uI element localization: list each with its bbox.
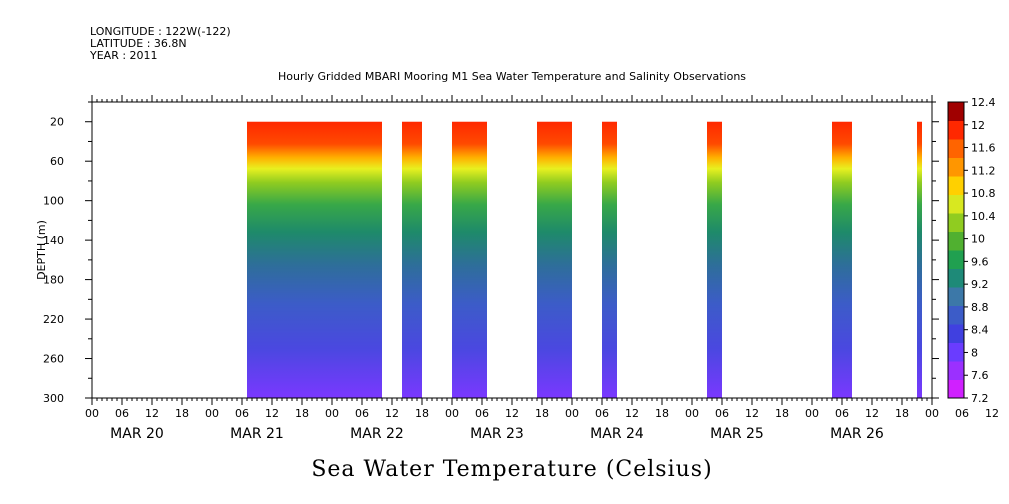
colorbar-label: 7.6	[971, 369, 989, 382]
x-tick-label: 12	[745, 407, 759, 420]
y-tick-label: 140	[43, 234, 64, 247]
y-tick-label: 20	[50, 116, 64, 129]
x-tick-label: 00	[805, 407, 819, 420]
x-tick-label: 18	[175, 407, 189, 420]
x-tick-label: 12	[385, 407, 399, 420]
x-tick-label: 12	[505, 407, 519, 420]
x-tick-label: 06	[715, 407, 729, 420]
x-tick-label: 06	[595, 407, 609, 420]
data-block	[917, 121, 922, 398]
colorbar-label: 7.2	[971, 392, 989, 405]
x-tick-label: 00	[325, 407, 339, 420]
colorbar-segment	[948, 194, 964, 214]
colorbar-label: 8	[971, 346, 978, 359]
day-label: MAR 23	[470, 426, 524, 442]
day-label: MAR 20	[110, 426, 164, 442]
plot-frame	[91, 101, 933, 399]
colorbar-segment	[948, 268, 964, 288]
colorbar-segment	[948, 120, 964, 140]
colorbar-title: Sea Water Temperature (Celsius)	[311, 457, 712, 482]
x-tick-label: 06	[235, 407, 249, 420]
colorbar-segment	[948, 213, 964, 232]
data-block	[537, 121, 572, 398]
x-tick-label: 18	[895, 407, 909, 420]
colorbar-label: 10.8	[971, 187, 996, 200]
year-label: YEAR : 2011	[89, 49, 158, 62]
x-tick-label: 18	[775, 407, 789, 420]
colorbar-frame	[947, 101, 965, 399]
x-tick-label: 06	[475, 407, 489, 420]
longitude-label: LONGITUDE : 122W(-122)	[90, 25, 231, 38]
day-label: MAR 25	[710, 426, 764, 442]
colorbar-segment	[948, 379, 964, 399]
data-block	[707, 121, 722, 398]
colorbar-segment	[948, 176, 964, 195]
x-tick-label: 06	[835, 407, 849, 420]
colorbar-label: 9.6	[971, 255, 989, 268]
colorbar-segment	[948, 102, 964, 121]
colorbar-segment	[948, 231, 964, 251]
colorbar-label: 8.4	[971, 324, 989, 337]
data-block	[247, 121, 382, 398]
day-label: MAR 22	[350, 426, 404, 442]
x-tick-label: 00	[685, 407, 699, 420]
colorbar: 7.2 7.6 8 8.4 8.8 9.2 9.6 10 10.4 10.8 11.2 11.6 12 1…	[947, 96, 996, 405]
x-tick-label: 00	[205, 407, 219, 420]
colorbar-segment	[948, 324, 964, 343]
x-tick-label: 18	[535, 407, 549, 420]
day-label: MAR 21	[230, 426, 284, 442]
colorbar-segment	[948, 250, 964, 269]
y-tick-label: 260	[43, 353, 64, 366]
data-block	[452, 121, 487, 398]
colorbar-label: 11.2	[971, 164, 996, 177]
colorbar-label: 11.6	[971, 142, 996, 155]
colorbar-segment	[948, 157, 964, 177]
data-block	[602, 121, 617, 398]
x-tick-label: 00	[445, 407, 459, 420]
x-tick-label: 12	[265, 407, 279, 420]
axes-layer: 00 06 12 18 00 06 12 18 00 06 12 18 00 06 12 18 00 06 12 18…	[43, 95, 999, 442]
x-tick-label: 06	[115, 407, 129, 420]
colorbar-segment	[948, 139, 964, 158]
colorbar-label: 10	[971, 233, 985, 246]
colorbar-segment	[948, 287, 964, 306]
x-tick-label: 06	[355, 407, 369, 420]
x-tick-label: 00	[565, 407, 579, 420]
x-tick-label: 18	[295, 407, 309, 420]
colorbar-segment	[948, 361, 964, 380]
colorbar-segment	[948, 342, 964, 362]
chart-title: Hourly Gridded MBARI Mooring M1 Sea Wate…	[278, 70, 746, 83]
y-tick-label: 100	[43, 195, 64, 208]
y-tick-label: 180	[43, 274, 64, 287]
x-tick-label: 12	[145, 407, 159, 420]
day-label: MAR 26	[830, 426, 884, 442]
colorbar-segment	[948, 305, 964, 325]
x-tick-label: 18	[415, 407, 429, 420]
colorbar-label: 12.4	[971, 96, 996, 109]
data-block	[832, 121, 852, 398]
x-tick-label: 00	[925, 407, 939, 420]
colorbar-label: 10.4	[971, 210, 996, 223]
day-label: MAR 24	[590, 426, 644, 442]
data-blocks-layer	[247, 121, 922, 398]
x-tick-label: 00	[85, 407, 99, 420]
y-tick-label: 60	[50, 155, 64, 168]
y-tick-label: 300	[43, 392, 64, 405]
colorbar-label: 9.2	[971, 278, 989, 291]
x-tick-label: 12	[985, 407, 999, 420]
latitude-label: LATITUDE : 36.8N	[90, 37, 187, 50]
colorbar-label: 8.8	[971, 301, 989, 314]
x-tick-label: 06	[955, 407, 969, 420]
y-tick-label: 220	[43, 313, 64, 326]
x-tick-label: 18	[655, 407, 669, 420]
x-tick-label: 12	[865, 407, 879, 420]
x-tick-label: 12	[625, 407, 639, 420]
colorbar-label: 12	[971, 119, 985, 132]
y-axis-label: DEPTH (m)	[35, 220, 48, 280]
data-block	[402, 121, 422, 398]
